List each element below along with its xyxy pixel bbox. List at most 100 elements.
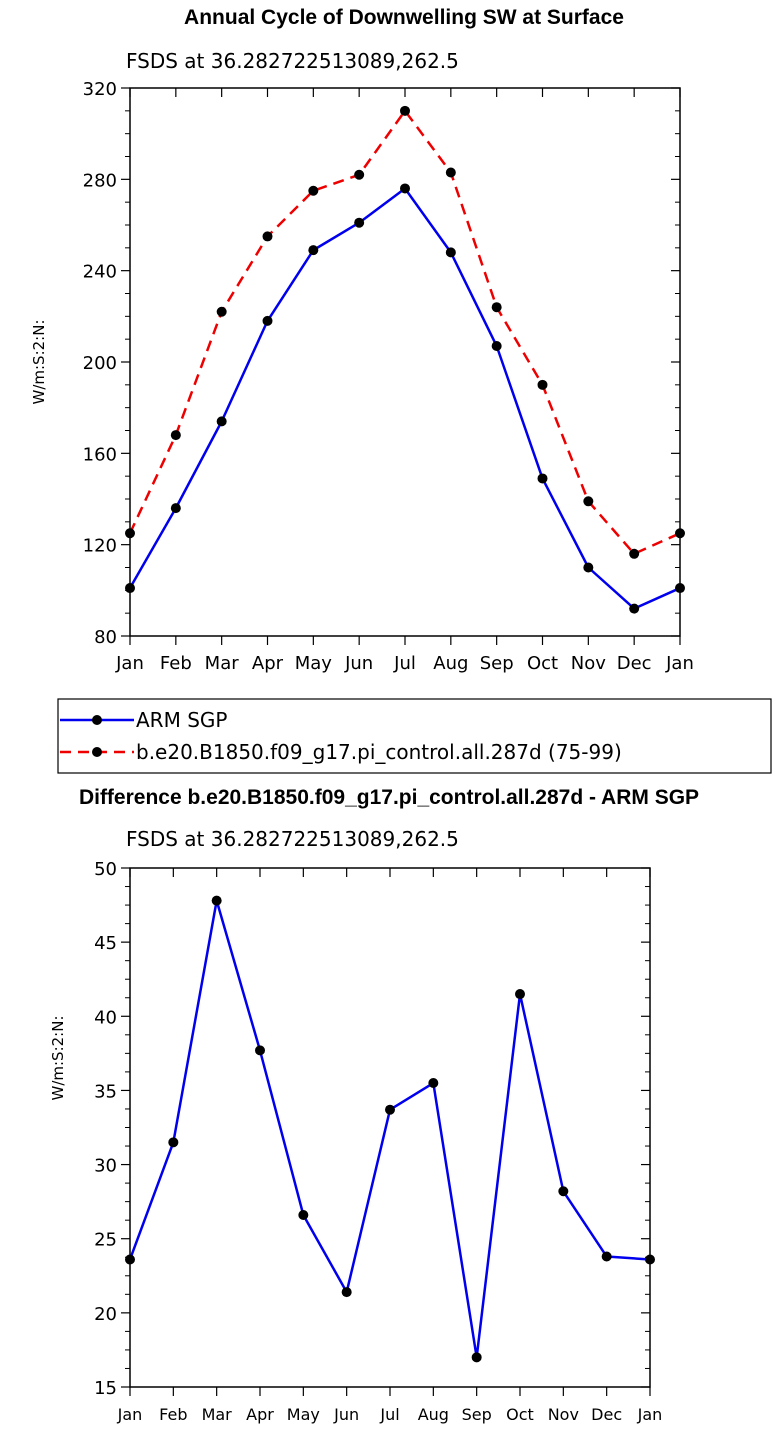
x-tick-label: Jun [333,1405,359,1424]
x-tick-label: Dec [591,1405,622,1424]
data-point [537,473,548,484]
data-point [558,1186,569,1197]
y-tick-label: 40 [94,1007,117,1028]
data-point [675,583,685,594]
data-point [216,416,227,427]
x-tick-label: Oct [506,1405,534,1424]
x-tick-label: Mar [205,653,240,674]
legend-label-model: b.e20.B1850.f09_g17.pi_control.all.287d … [136,740,622,764]
legend-box [57,698,772,774]
data-point [491,341,502,352]
chart1-y-axis-label: W/m:S:2:N: [30,320,48,405]
data-point [211,895,222,906]
data-point [125,1254,135,1265]
chart1-plot: 80 120 160 200 240 280 320 Jan Feb Mar Apr May Jun Ju… [83,79,694,674]
data-point [170,430,181,441]
data-point [400,183,410,194]
data-point [354,169,365,180]
data-point [262,315,273,326]
data-point [675,528,685,539]
legend-marker-arm [92,715,102,725]
x-tick-label: Jan [117,1405,143,1424]
data-point [645,1254,655,1265]
x-tick-label: Sep [462,1405,492,1424]
x-tick-label: Jan [665,653,694,674]
x-tick-label: Aug [433,653,468,674]
x-tick-label: Nov [571,653,606,674]
legend-marker-model [92,747,102,757]
y-tick-label: 35 [94,1081,117,1102]
data-point [491,302,502,313]
data-point [445,167,456,178]
data-point [601,1251,612,1262]
x-tick-label: Apr [252,653,284,674]
chart1-subtitle: FSDS at 36.282722513089,262.5 [126,49,459,73]
data-point [341,1287,352,1298]
x-tick-label: Jan [115,653,144,674]
data-point [255,1045,265,1056]
y-tick-label: 25 [94,1230,117,1251]
x-tick-label: Jun [344,653,373,674]
data-point [298,1209,309,1220]
y-tick-label: 320 [83,79,117,100]
data-point [537,379,548,390]
data-point [125,528,135,539]
series-line-0 [128,187,681,610]
chart2-y-axis-label: W/m:S:2:N: [49,1016,67,1101]
data-point [125,583,135,594]
chart2-subtitle: FSDS at 36.282722513089,262.5 [126,827,459,851]
data-point [471,1352,482,1363]
data-point [583,562,594,573]
y-tick-label: 200 [83,353,117,374]
x-tick-label: Jan [637,1405,663,1424]
x-tick-label: Jul [393,653,416,674]
y-tick-label: 20 [94,1304,117,1325]
x-tick-label: Aug [418,1405,449,1424]
data-point [308,185,319,196]
x-tick-label: Apr [246,1405,274,1424]
data-point [170,503,181,514]
series-line-1 [128,109,681,556]
y-tick-label: 120 [83,536,117,557]
x-tick-label: Mar [202,1405,233,1424]
x-tick-label: Feb [159,1405,187,1424]
data-point [445,247,456,258]
chart1-frame [129,87,681,637]
y-tick-label: 30 [94,1156,117,1177]
x-tick-label: May [295,653,333,674]
x-tick-label: Feb [160,653,192,674]
data-point [168,1137,179,1148]
series-line-0 [128,899,651,1359]
chart2-plot: 15 20 25 30 35 40 45 50 Jan Feb Mar Apr May Jun Jul Aug… [94,859,662,1424]
x-tick-label: Oct [527,653,558,674]
y-tick-label: 45 [94,933,117,954]
y-tick-label: 240 [83,262,117,283]
data-point [308,245,319,256]
x-tick-label: May [287,1405,320,1424]
y-tick-label: 160 [83,444,117,465]
chart1-legend: ARM SGP b.e20.B1850.f09_g17.pi_control.a… [57,698,772,774]
x-tick-label: Nov [548,1405,579,1424]
x-tick-label: Jul [379,1405,399,1424]
data-point [400,105,410,116]
legend-entry-model: b.e20.B1850.f09_g17.pi_control.all.287d … [60,740,622,764]
y-tick-label: 280 [83,170,117,191]
legend-label-arm: ARM SGP [136,708,227,732]
data-point [428,1078,439,1089]
y-tick-label: 50 [94,859,117,880]
data-point [385,1104,395,1115]
x-tick-label: Sep [480,653,514,674]
y-tick-label: 80 [94,627,117,648]
x-tick-label: Dec [617,653,652,674]
data-point [583,496,594,507]
y-tick-label: 15 [94,1378,117,1399]
chart2-title: Difference b.e20.B1850.f09_g17.pi_contro… [79,786,699,809]
data-point [629,548,640,559]
chart1-title: Annual Cycle of Downwelling SW at Surfac… [184,6,624,29]
data-point [354,217,365,228]
data-point [216,306,227,317]
data-point [515,989,525,1000]
data-point [262,231,273,242]
data-point [629,603,640,614]
